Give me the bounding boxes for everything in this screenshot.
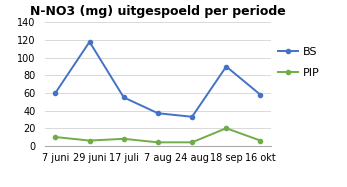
PIP — [87, 140, 92, 142]
PIP — [224, 127, 228, 129]
BS — [87, 41, 92, 43]
Line: PIP: PIP — [53, 126, 262, 144]
BS — [190, 116, 194, 118]
PIP — [53, 136, 58, 138]
BS — [258, 94, 262, 96]
PIP — [258, 140, 262, 142]
Title: N-NO3 (mg) uitgespoeld per periode: N-NO3 (mg) uitgespoeld per periode — [30, 5, 286, 19]
BS — [224, 65, 228, 68]
Legend: BS, PIP: BS, PIP — [279, 47, 320, 78]
Line: BS: BS — [53, 40, 262, 119]
BS — [156, 112, 160, 114]
BS — [53, 92, 58, 94]
PIP — [156, 141, 160, 143]
PIP — [122, 138, 126, 140]
PIP — [190, 141, 194, 143]
BS — [122, 96, 126, 99]
